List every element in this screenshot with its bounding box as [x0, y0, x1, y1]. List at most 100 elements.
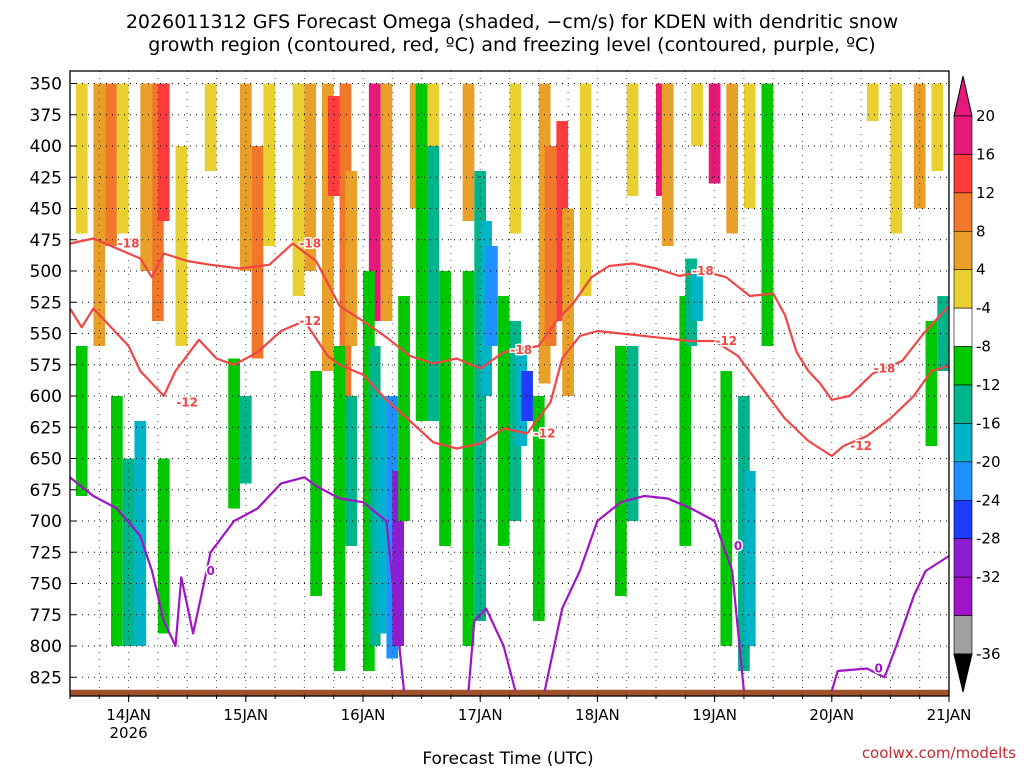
contour-label: -18 — [299, 237, 321, 251]
omega-cell — [427, 146, 440, 421]
omega-cell — [439, 271, 451, 546]
omega-cell — [521, 371, 533, 421]
colorbar-top-arrow — [953, 75, 973, 117]
y-tick-label: 750 — [30, 575, 62, 595]
x-tick-label: 21JAN — [927, 706, 972, 724]
freezing-level-contour — [467, 607, 517, 692]
x-tick-year-label: 2026 — [110, 724, 148, 742]
omega-cell — [122, 458, 135, 646]
freezing-level-contour — [70, 476, 406, 692]
x-tick-label: 19JAN — [692, 706, 737, 724]
colorbar-bin — [953, 461, 973, 501]
x-tick-label: 20JAN — [809, 706, 854, 724]
omega-cell — [532, 396, 545, 621]
omega-cell — [327, 96, 340, 196]
omega-cell — [462, 83, 475, 221]
colorbar-tick-label: -16 — [976, 414, 1001, 432]
omega-cell — [310, 371, 322, 596]
colorbar-tick-label: -32 — [976, 568, 1001, 586]
x-tick-label: 17JAN — [458, 706, 503, 724]
colorbar-bin — [953, 538, 973, 578]
y-tick-label: 700 — [30, 512, 62, 532]
colorbar-tick-label: -20 — [976, 453, 1001, 471]
y-tick-label: 425 — [30, 168, 62, 188]
colorbar-bin — [953, 230, 973, 271]
y-tick-label: 550 — [30, 325, 62, 345]
y-tick-label: 625 — [30, 418, 62, 438]
omega-cell — [720, 371, 733, 646]
omega-cell — [462, 271, 475, 646]
omega-cell — [497, 296, 510, 546]
colorbar-tick-label: 16 — [976, 145, 995, 163]
omega-cell — [626, 83, 639, 196]
omega-cell — [544, 146, 557, 346]
omega-cell — [579, 83, 592, 296]
colorbar-tick-label: 12 — [976, 184, 995, 202]
omega-cell — [726, 83, 739, 234]
omega-cell — [239, 83, 252, 271]
y-tick-label: 600 — [30, 387, 62, 407]
omega-cell — [157, 83, 170, 221]
omega-cell — [75, 346, 88, 496]
contour-label: -18 — [692, 264, 714, 278]
chart-title-line-2: growth region (contoured, red, ºC) and f… — [148, 34, 875, 56]
x-axis-label: Forecast Time (UTC) — [422, 749, 593, 768]
contour-label: -12 — [715, 334, 737, 348]
freezing-level-contour — [830, 555, 949, 692]
x-tick-label: 15JAN — [223, 706, 268, 724]
omega-cell — [239, 396, 252, 484]
ground-strip — [70, 689, 949, 696]
omega-cell — [228, 358, 240, 509]
colorbar-tick-label: 20 — [976, 107, 995, 125]
chart-title-line-1: 2026011312 GFS Forecast Omega (shaded, −… — [126, 11, 898, 33]
ground-layer — [70, 689, 949, 696]
omega-cell — [380, 83, 393, 321]
colorbar: 20 16 12 8 4 -4 -8 -12 -16 -20 -24 -28 -32 -36 — [953, 75, 1001, 693]
grid-layer — [69, 71, 950, 696]
y-tick-label: 650 — [30, 450, 62, 470]
omega-cell — [134, 421, 147, 646]
omega-cell — [140, 83, 153, 271]
omega-cell — [175, 146, 188, 346]
y-tick-label: 725 — [30, 543, 62, 563]
contour-label: 0 — [734, 539, 742, 553]
omega-cell — [75, 83, 88, 234]
colorbar-bin — [953, 499, 973, 540]
omega-cell — [937, 296, 949, 371]
omega-cell — [251, 146, 264, 359]
dgz-contour-minus12 — [70, 307, 949, 458]
dgz-contour-minus18 — [70, 237, 949, 401]
colorbar-bin — [953, 115, 973, 155]
y-axis: 350 375 400 425 450 475 500 525 550 575 600 625 650 6… — [30, 75, 76, 688]
omega-cell — [368, 83, 381, 321]
x-tick-label: 18JAN — [575, 706, 620, 724]
omega-shading-layer — [75, 83, 949, 671]
y-tick-label: 400 — [30, 137, 62, 157]
colorbar-bin — [953, 346, 973, 386]
colorbar-tick-label: -28 — [976, 530, 1001, 548]
omega-cell — [392, 471, 405, 646]
y-tick-label: 525 — [30, 293, 62, 313]
omega-cell — [925, 321, 938, 446]
colorbar-tick-label: -4 — [976, 299, 991, 317]
omega-cell — [339, 83, 352, 421]
y-tick-label: 800 — [30, 637, 62, 657]
omega-cell — [116, 83, 129, 234]
omega-cell — [614, 346, 627, 596]
colorbar-tick-label: -24 — [976, 491, 1001, 509]
colorbar-tick-label: -36 — [976, 645, 1001, 663]
colorbar-bin — [953, 192, 973, 232]
omega-cell — [204, 83, 217, 171]
y-tick-label: 825 — [30, 668, 62, 688]
contour-label: 0 — [206, 564, 214, 578]
credit-link[interactable]: coolwx.com/modelts — [862, 744, 1016, 762]
contour-label: -12 — [850, 439, 872, 453]
omega-cell — [263, 83, 276, 246]
contour-label: -18 — [510, 343, 532, 357]
omega-cell — [93, 83, 106, 346]
contour-label: -12 — [299, 314, 321, 328]
omega-cell — [374, 396, 387, 634]
omega-cell — [931, 83, 944, 171]
